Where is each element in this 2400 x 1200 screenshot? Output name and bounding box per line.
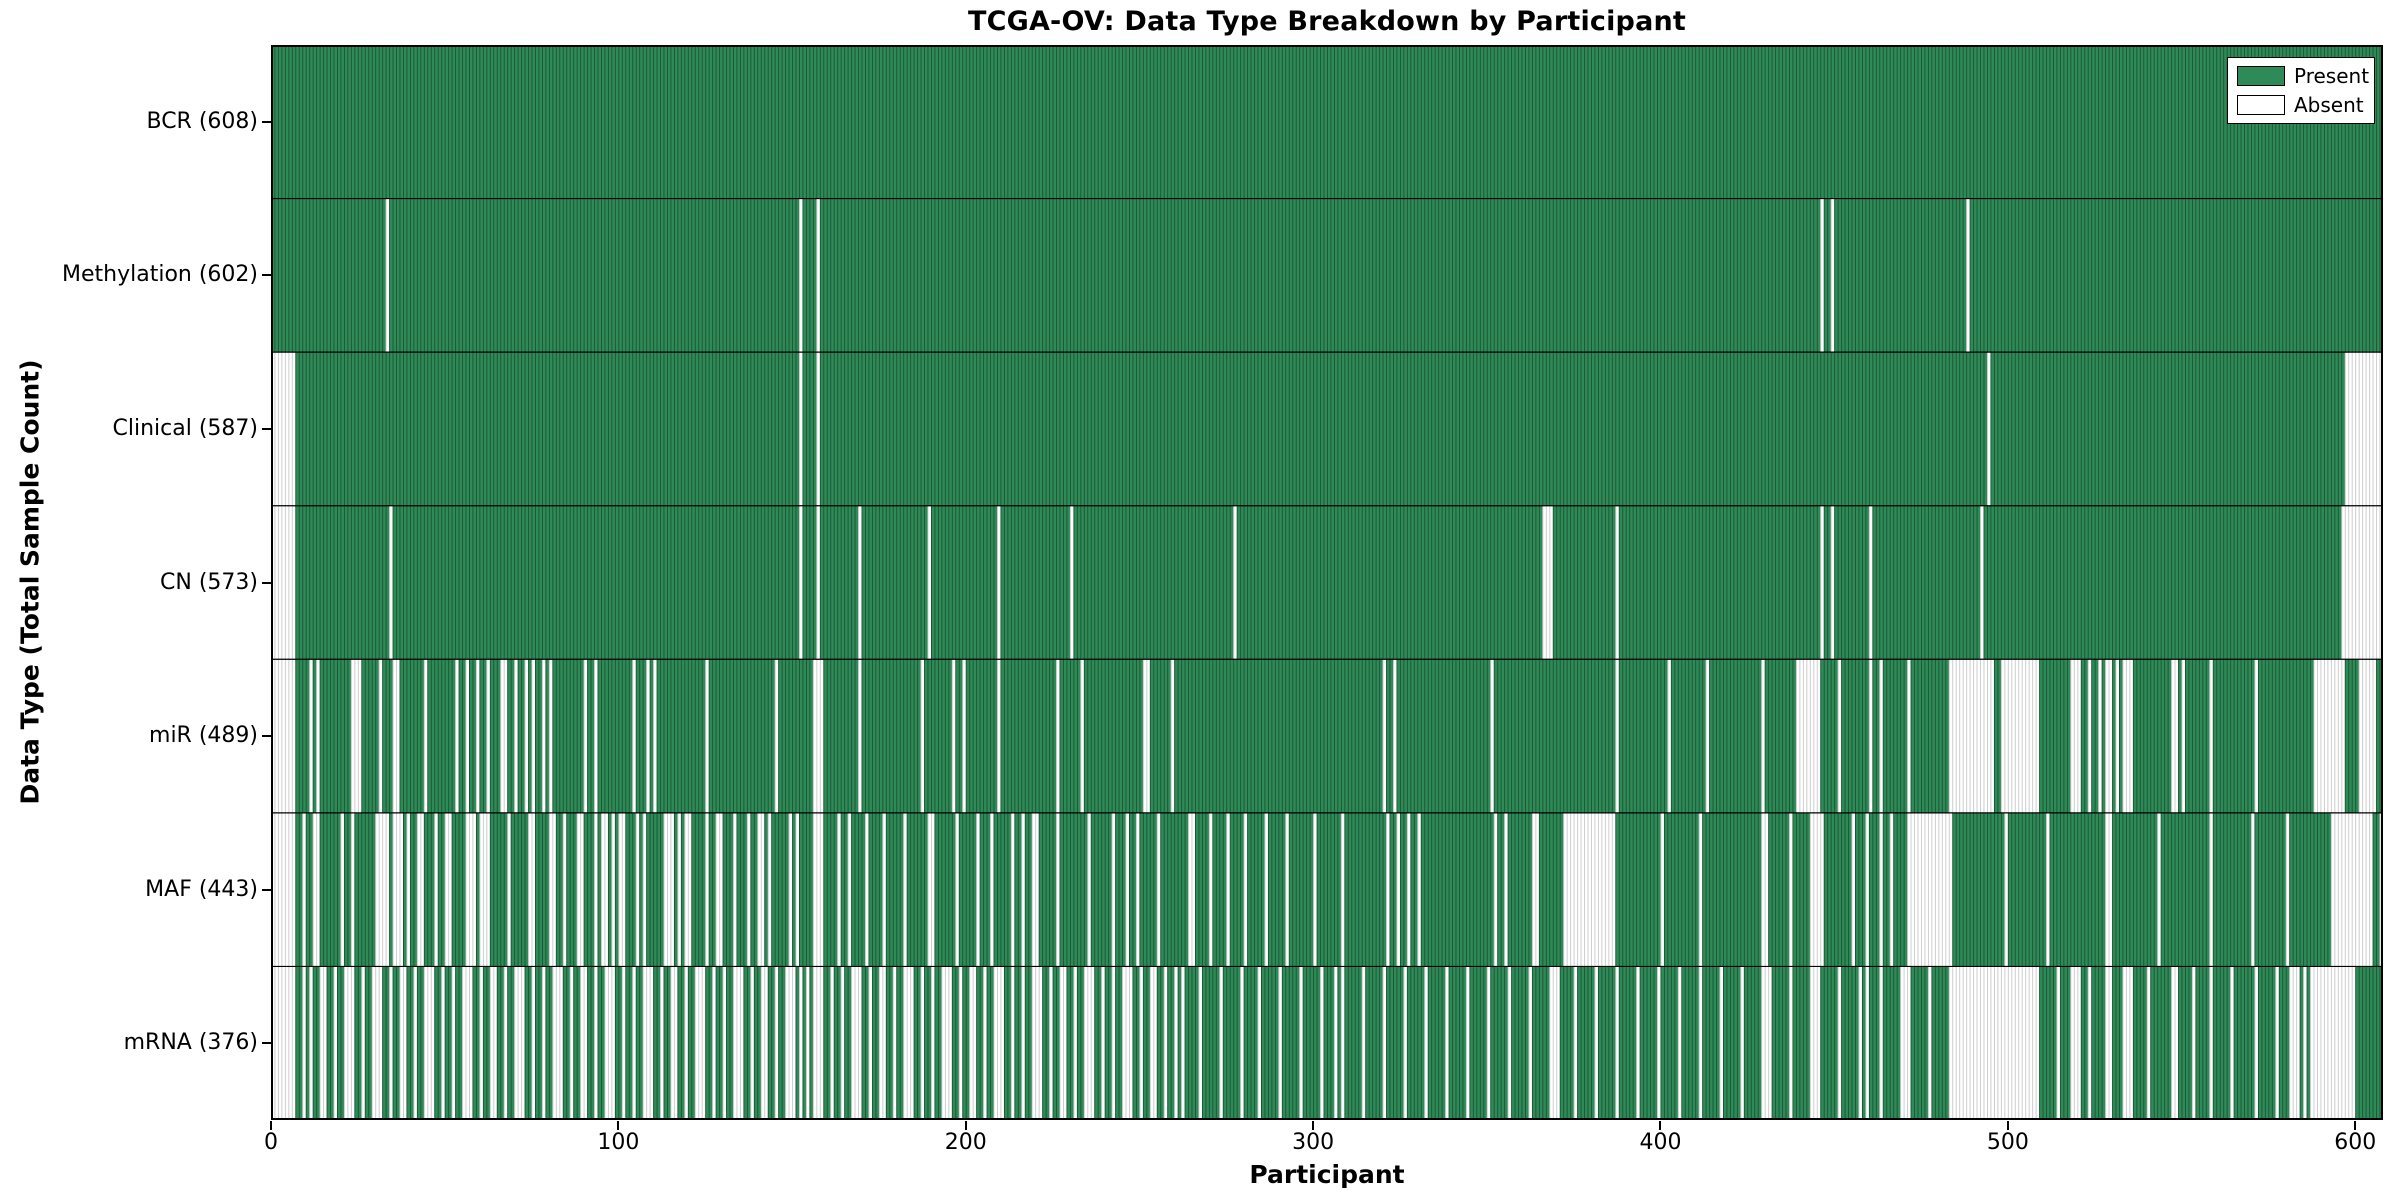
y-tick-label: Clinical (587) [112, 415, 258, 441]
x-tick [964, 1121, 967, 1130]
y-tick [262, 735, 271, 738]
x-tick-label: 400 [1639, 1130, 1682, 1155]
chart-title: TCGA-OV: Data Type Breakdown by Particip… [967, 6, 1687, 37]
y-tick [262, 120, 271, 123]
y-tick [262, 581, 271, 584]
x-tick-label: 100 [597, 1130, 640, 1155]
y-tick-label: BCR (608) [146, 108, 258, 134]
legend-entry-present: Present [2237, 65, 2369, 87]
y-tick-label: MAF (443) [145, 876, 258, 902]
legend-label-present: Present [2294, 64, 2370, 88]
y-tick-label: mRNA (376) [123, 1030, 258, 1056]
y-tick [262, 888, 271, 891]
plot-area [271, 45, 2383, 1120]
heatmap-canvas [271, 45, 2383, 1120]
legend-label-absent: Absent [2294, 93, 2364, 117]
legend-entry-absent: Absent [2237, 94, 2365, 116]
x-tick-label: 300 [1292, 1130, 1335, 1155]
present-swatch [2237, 66, 2285, 86]
x-axis-title: Participant [1249, 1160, 1405, 1189]
x-tick [270, 1121, 272, 1130]
x-tick [1312, 1121, 1315, 1130]
legend: Present Absent [2227, 57, 2375, 124]
x-tick [2354, 1121, 2357, 1130]
absent-swatch [2237, 95, 2285, 115]
y-tick [262, 1042, 271, 1045]
y-tick-label: CN (573) [160, 569, 258, 595]
x-tick-label: 200 [944, 1130, 987, 1155]
x-tick [1659, 1121, 1662, 1130]
y-tick-label: miR (489) [149, 723, 258, 749]
y-tick [262, 427, 271, 430]
y-tick [262, 274, 271, 277]
x-tick [617, 1121, 620, 1130]
x-tick-label: 600 [2334, 1130, 2377, 1155]
x-tick-label: 500 [1986, 1130, 2029, 1155]
y-tick-label: Methylation (602) [62, 262, 258, 288]
x-tick [2006, 1121, 2009, 1130]
x-tick-label: 0 [264, 1130, 278, 1155]
